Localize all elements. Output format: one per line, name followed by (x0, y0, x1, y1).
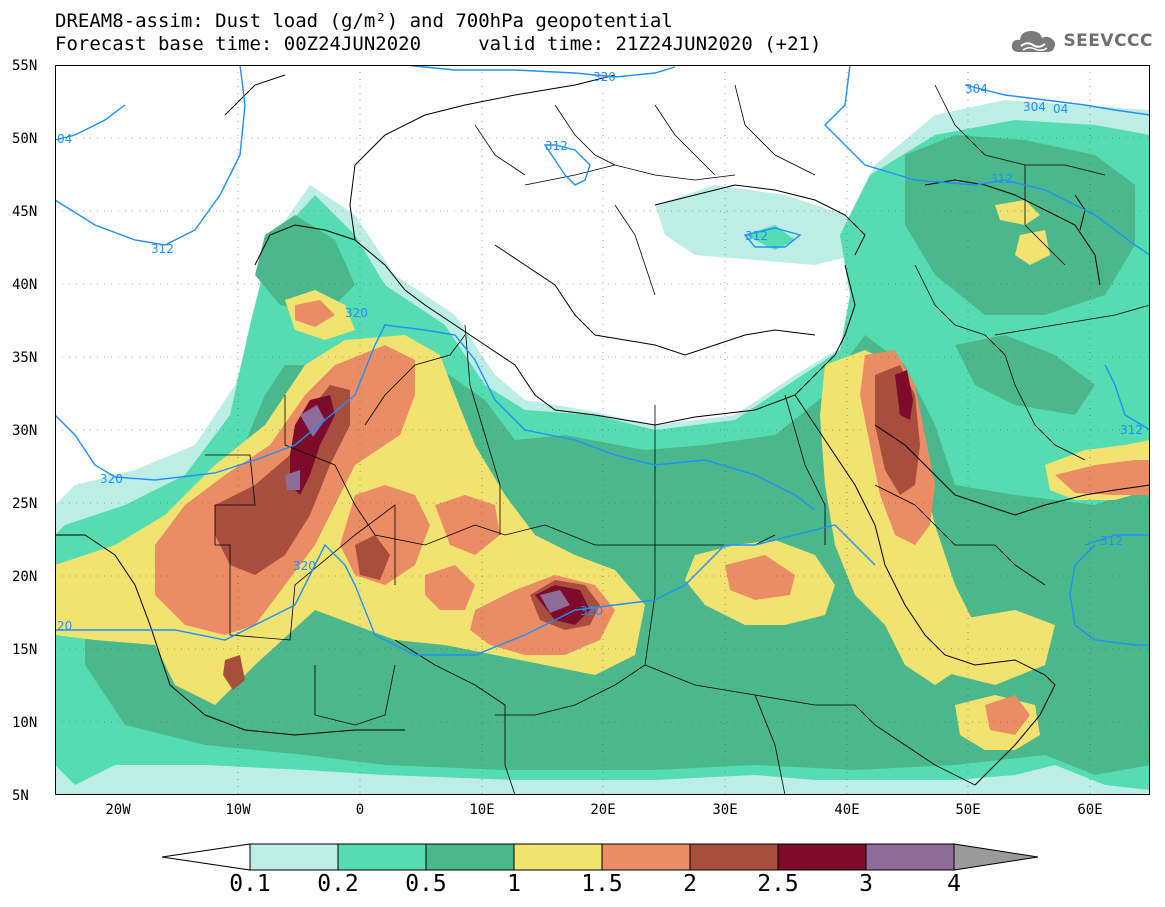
colorbar-under-arrow (161, 843, 251, 871)
lon-label-0: 0 (355, 802, 365, 818)
contour-label: 320 (293, 559, 316, 573)
contour-label: 312 (990, 172, 1013, 186)
contour-label: 312 (545, 139, 568, 153)
lat-label-45n: 45N (12, 204, 38, 220)
logo-text: SEEVCCC (1063, 31, 1153, 51)
contour-label: 320 (100, 472, 123, 486)
colorbar-swatch-4 (601, 843, 691, 871)
lat-label-5n: 5N (12, 788, 29, 804)
lon-label-20e: 20E (590, 802, 616, 818)
lon-label-60e: 60E (1077, 802, 1103, 818)
colorbar-label: 1 (507, 871, 521, 897)
chart-title-line-2: Forecast base time: 00Z24JUN2020 valid t… (55, 33, 822, 55)
lon-label-10w: 10W (225, 802, 251, 818)
contour-label: 320 (593, 70, 616, 84)
dust-load-map: 320 304 304 04 312 312 312 312 320 320 3… (55, 65, 1150, 795)
contour-label: 304 (1023, 100, 1046, 114)
contour-label: 320 (345, 306, 368, 320)
contour-label: 304 (965, 82, 988, 96)
lat-label-40n: 40N (12, 277, 38, 293)
lat-label-20n: 20N (12, 569, 38, 585)
lat-label-15n: 15N (12, 642, 38, 658)
colorbar (161, 843, 1039, 871)
coastlines (55, 74, 1150, 786)
lat-label-55n: 55N (12, 58, 38, 74)
colorbar-swatch-2 (425, 843, 515, 871)
colorbar-swatch-1 (337, 843, 427, 871)
lon-label-50e: 50E (955, 802, 981, 818)
contour-label: 04 (1053, 102, 1068, 116)
contour-label: 320 (580, 604, 603, 618)
chart-title-line-1: DREAM8-assim: Dust load (g/m²) and 700hP… (55, 10, 673, 32)
colorbar-label: 3 (859, 871, 873, 897)
seevccc-logo: SEEVCCC (1009, 26, 1153, 56)
colorbar-label: 2 (683, 871, 697, 897)
lat-label-25n: 25N (12, 496, 38, 512)
colorbar-label: 0.2 (317, 871, 359, 897)
country-borders (205, 84, 1150, 795)
colorbar-over-arrow (953, 843, 1039, 871)
colorbar-label: 0.1 (229, 871, 271, 897)
colorbar-swatch-7 (865, 843, 955, 871)
colorbar-label: 2.5 (757, 871, 799, 897)
dust-field-3 (285, 405, 570, 613)
lon-label-30e: 30E (712, 802, 738, 818)
colorbar-swatch-0 (249, 843, 339, 871)
colorbar-label: 4 (947, 871, 961, 897)
lat-label-35n: 35N (12, 350, 38, 366)
lon-label-40e: 40E (834, 802, 860, 818)
colorbar-swatch-6 (777, 843, 867, 871)
contour-label: 312 (151, 242, 174, 256)
graticule (55, 65, 1150, 795)
colorbar-swatch-5 (689, 843, 779, 871)
geopotential-contours (55, 65, 1150, 656)
lat-label-10n: 10N (12, 715, 38, 731)
contour-label: 312 (745, 229, 768, 243)
lon-label-20w: 20W (105, 802, 131, 818)
colorbar-swatch-3 (513, 843, 603, 871)
contour-label: 312 (1120, 423, 1143, 437)
lat-label-30n: 30N (12, 423, 38, 439)
contour-label: 04 (57, 132, 72, 146)
lat-label-50n: 50N (12, 131, 38, 147)
colorbar-label: 0.5 (405, 871, 447, 897)
contour-label: 20 (57, 619, 72, 633)
lon-label-10e: 10E (469, 802, 495, 818)
contour-label: 312 (1100, 534, 1123, 548)
cloud-icon (1012, 31, 1056, 52)
colorbar-label: 1.5 (581, 871, 623, 897)
